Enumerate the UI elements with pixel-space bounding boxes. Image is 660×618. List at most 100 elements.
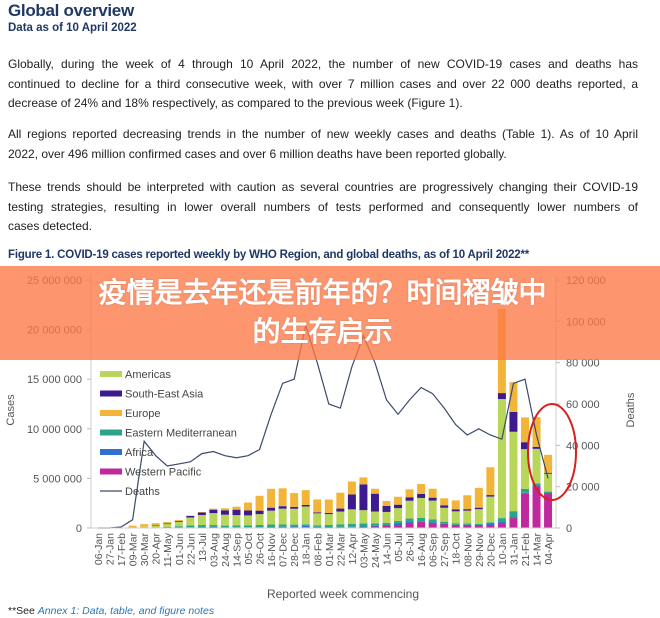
bar-segment-africa (197, 526, 206, 528)
x-tick-label: 17-Feb (116, 533, 128, 566)
x-tick-label: 20-Apr (151, 532, 163, 564)
bar-segment-eastern-mediterranean (232, 525, 241, 528)
paragraph-line: testing strategies, resulting in lower o… (8, 199, 638, 214)
bar-segment-europe (324, 499, 333, 513)
footnote: **See Annex 1: Data, table, and figure n… (8, 605, 214, 617)
bar-segment-eastern-mediterranean (197, 524, 206, 527)
legend-label: Eastern Mediterranean (125, 428, 237, 440)
bar-segment-south-east-asia (151, 525, 160, 526)
bar-segment-western-pacific (463, 525, 472, 528)
bar-segment-south-east-asia (440, 505, 449, 508)
bar-segment-europe (509, 382, 518, 412)
x-tick-label: 10-Jan (497, 533, 509, 565)
bar-segment-africa (220, 527, 229, 528)
bar-segment-africa (417, 521, 426, 523)
bar-segment-eastern-mediterranean (497, 518, 506, 523)
bar-segment-americas (140, 526, 149, 528)
x-tick-label: 26-Oct (255, 533, 267, 565)
x-tick-label: 20-Dec (485, 533, 497, 567)
annex-link[interactable]: Annex 1: Data, table, and figure notes (37, 605, 215, 617)
legend-swatch-americas (100, 371, 122, 377)
x-tick-label: 18-Oct (451, 533, 463, 565)
bar-segment-americas (370, 511, 379, 524)
bar-segment-europe (486, 467, 495, 496)
bar-segment-eastern-mediterranean (209, 525, 218, 527)
bar-segment-south-east-asia (451, 509, 460, 512)
bar-segment-africa (301, 525, 310, 528)
bar-segment-europe (417, 484, 426, 494)
bar-segment-africa (474, 525, 483, 526)
bar-segment-western-pacific (370, 526, 379, 528)
bar-segment-americas (532, 448, 541, 484)
headline-banner: 疫情是去年还是前年的？时间褶皱中 的生存启示 (0, 266, 660, 360)
paragraph-global-summary: Globally, during the week of 4 through 1… (8, 55, 638, 114)
bar-segment-americas (347, 509, 356, 524)
bar-segment-europe (359, 477, 368, 485)
y-tick-label: 0 (76, 523, 82, 535)
x-tick-label: 21-Feb (520, 533, 532, 566)
bar-segment-south-east-asia (186, 515, 195, 518)
bar-segment-south-east-asia (359, 484, 368, 511)
bar-segment-south-east-asia (370, 493, 379, 512)
bar-segment-americas (290, 508, 299, 525)
bar-segment-south-east-asia (290, 506, 299, 509)
y2-tick-label: 60 000 (566, 399, 600, 411)
bar-segment-americas (405, 500, 414, 519)
bar-segment-eastern-mediterranean (347, 523, 356, 527)
y-tick-label: 10 000 000 (27, 424, 82, 436)
bar-segment-africa (209, 526, 218, 528)
legend-label: Europe (125, 408, 160, 420)
bar-segment-western-pacific (544, 493, 553, 528)
bar-segment-western-pacific (474, 525, 483, 528)
bar-segment-eastern-mediterranean (163, 526, 172, 528)
x-tick-label: 27-Sep (439, 533, 451, 567)
bar-segment-eastern-mediterranean (290, 524, 299, 527)
bar-segment-western-pacific (405, 523, 414, 528)
x-tick-label: 03-Aug (208, 533, 220, 567)
bar-segment-eastern-mediterranean (440, 521, 449, 524)
legend-swatch-eastern-mediterranean (100, 429, 122, 436)
bar-segment-africa (532, 486, 541, 487)
bar-segment-eastern-mediterranean (359, 523, 368, 527)
bar-segment-europe (140, 524, 149, 527)
bar-segment-americas (463, 510, 472, 524)
bar-segment-europe (290, 493, 299, 507)
bar-segment-south-east-asia (278, 506, 287, 509)
bar-segment-africa (347, 526, 356, 528)
bar-segment-africa (428, 522, 437, 524)
bar-segment-eastern-mediterranean (486, 522, 495, 524)
bar-segment-americas (278, 508, 287, 525)
bar-segment-africa (520, 492, 529, 494)
bar-segment-western-pacific (509, 518, 518, 528)
bar-segment-europe (267, 488, 276, 508)
bar-segment-south-east-asia (232, 509, 241, 516)
bar-segment-eastern-mediterranean (278, 524, 287, 527)
bar-segment-africa (440, 523, 449, 525)
bar-segment-americas (174, 521, 183, 527)
banner-line-2: 的生存启示 (252, 315, 393, 348)
bar-segment-western-pacific (520, 493, 529, 528)
legend-swatch-africa (100, 449, 122, 455)
paragraph-line: Globally, during the week of 4 through 1… (8, 57, 638, 71)
bar-segment-africa (359, 526, 368, 528)
bar-segment-europe (347, 481, 356, 495)
bar-segment-europe (382, 501, 391, 506)
bar-segment-south-east-asia (463, 509, 472, 511)
legend-swatch-south-east-asia (100, 390, 122, 397)
bar-segment-eastern-mediterranean (267, 524, 276, 528)
bar-segment-europe (544, 454, 553, 473)
bar-segment-americas (520, 449, 529, 489)
bar-segment-eastern-mediterranean (520, 488, 529, 493)
bar-segment-europe (301, 490, 310, 505)
y2-tick-label: 40 000 (566, 440, 600, 452)
bar-segment-africa (394, 523, 403, 526)
x-tick-label: 29-Nov (474, 532, 486, 567)
paragraph-line: decrease of 24% and 18% respectively, as… (8, 96, 463, 110)
x-tick-label: 16-Nov (266, 532, 278, 567)
x-tick-label: 01-Mar (324, 533, 336, 567)
bar-segment-western-pacific (451, 525, 460, 528)
bar-segment-eastern-mediterranean (382, 522, 391, 525)
x-tick-label: 24-May (370, 532, 382, 568)
bar-segment-europe (244, 502, 253, 511)
